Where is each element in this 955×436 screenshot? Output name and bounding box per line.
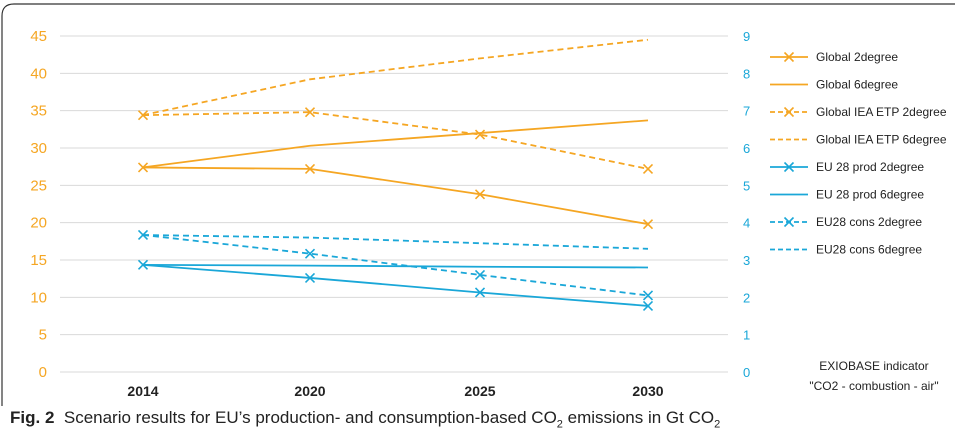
legend-label: EU28 cons 6degree (816, 243, 922, 257)
caption-text-2: emissions in Gt CO (562, 408, 715, 427)
marker-stroke (783, 106, 795, 118)
series-line (142, 119, 649, 169)
data-point-marker (783, 161, 795, 173)
x-axis-tick-label: 2020 (294, 383, 325, 399)
caption-text-1: Scenario results for EU’s production- an… (63, 408, 557, 427)
right-axis-tick-label: 3 (743, 253, 750, 268)
x-axis-tick-label: 2030 (632, 383, 663, 399)
marker-stroke (642, 219, 654, 230)
legend-item: EU28 cons 6degree (770, 243, 922, 257)
marker-stroke (642, 290, 654, 301)
marker-stroke (304, 163, 316, 174)
marker-stroke (783, 216, 795, 228)
legend-item: EU28 cons 2degree (770, 215, 922, 229)
series-line (142, 111, 649, 170)
left-axis-tick-label: 10 (30, 289, 47, 306)
right-axis-tick-label: 8 (743, 66, 750, 81)
legend-item: Global 2degree (770, 50, 898, 64)
left-axis-tick-label: 0 (39, 364, 47, 381)
marker-stroke (783, 51, 795, 63)
annotation-text: EXIOBASE indicator (819, 359, 928, 373)
data-point-marker (304, 163, 316, 174)
right-axis-tick-label: 5 (743, 178, 750, 193)
caption-sub-2: 2 (714, 418, 721, 431)
legend-item: EU 28 prod 6degree (770, 188, 924, 202)
marker-stroke (642, 163, 654, 174)
right-axis-tick-label: 1 (743, 328, 750, 343)
marker-stroke (783, 161, 795, 173)
right-axis-tick-label: 0 (743, 365, 750, 380)
data-point-marker (783, 216, 795, 228)
marker-stroke (474, 287, 486, 298)
right-axis-tick-label: 4 (743, 216, 750, 231)
data-point-marker (474, 129, 486, 140)
legend-label: Global 6degree (816, 78, 898, 92)
data-point-marker (783, 106, 795, 118)
left-axis-tick-label: 35 (30, 103, 47, 120)
legend-label: Global IEA ETP 6degree (816, 133, 947, 147)
data-point-marker (474, 287, 486, 298)
right-axis-tick-label: 2 (743, 290, 750, 305)
series-line (142, 263, 649, 269)
annotation-text: "CO2 - combustion - air" (809, 379, 938, 393)
series-line (142, 234, 649, 250)
series-line (142, 166, 649, 226)
legend-item: Global 6degree (770, 78, 898, 92)
series-line (142, 38, 649, 117)
legend-label: EU 28 prod 2degree (816, 160, 924, 174)
data-point-marker (304, 272, 316, 283)
x-axis-tick-label: 2025 (464, 383, 495, 399)
caption-sub-1: 2 (556, 418, 563, 431)
marker-stroke (304, 248, 316, 259)
marker-stroke (642, 300, 654, 311)
figure-caption: Fig. 2 Scenario results for EU’s product… (10, 408, 720, 430)
left-axis-tick-label: 5 (39, 327, 47, 344)
right-axis-tick-label: 6 (743, 141, 750, 156)
marker-stroke (474, 129, 486, 140)
data-point-marker (642, 290, 654, 301)
series-line (142, 234, 649, 297)
series-line (142, 263, 649, 307)
marker-stroke (304, 272, 316, 283)
data-point-marker (642, 163, 654, 174)
data-point-marker (642, 300, 654, 311)
left-axis-tick-label: 45 (30, 28, 47, 45)
left-axis-tick-label: 25 (30, 177, 47, 194)
marker-stroke (474, 269, 486, 280)
data-point-marker (474, 189, 486, 200)
marker-stroke (474, 189, 486, 200)
left-axis-tick-label: 40 (30, 65, 47, 82)
legend-item: Global IEA ETP 2degree (770, 105, 947, 119)
legend-label: EU 28 prod 6degree (816, 188, 924, 202)
marker-stroke (304, 107, 316, 118)
legend-label: EU28 cons 2degree (816, 215, 922, 229)
data-point-marker (304, 107, 316, 118)
legend-item: EU 28 prod 2degree (770, 160, 924, 174)
right-axis-tick-label: 9 (743, 29, 750, 44)
data-point-marker (304, 248, 316, 259)
frame-border (1, 3, 955, 406)
legend-label: Global IEA ETP 2degree (816, 105, 947, 119)
left-axis-tick-label: 15 (30, 252, 47, 269)
data-point-marker (783, 51, 795, 63)
left-axis-tick-label: 30 (30, 140, 47, 157)
legend-item: Global IEA ETP 6degree (770, 133, 947, 147)
left-axis-tick-label: 20 (30, 215, 47, 232)
caption-label: Fig. 2 (10, 408, 55, 427)
data-point-marker (642, 219, 654, 230)
right-axis-tick-label: 7 (743, 104, 750, 119)
x-axis-tick-label: 2014 (127, 383, 158, 399)
data-point-marker (474, 269, 486, 280)
legend-label: Global 2degree (816, 50, 898, 64)
